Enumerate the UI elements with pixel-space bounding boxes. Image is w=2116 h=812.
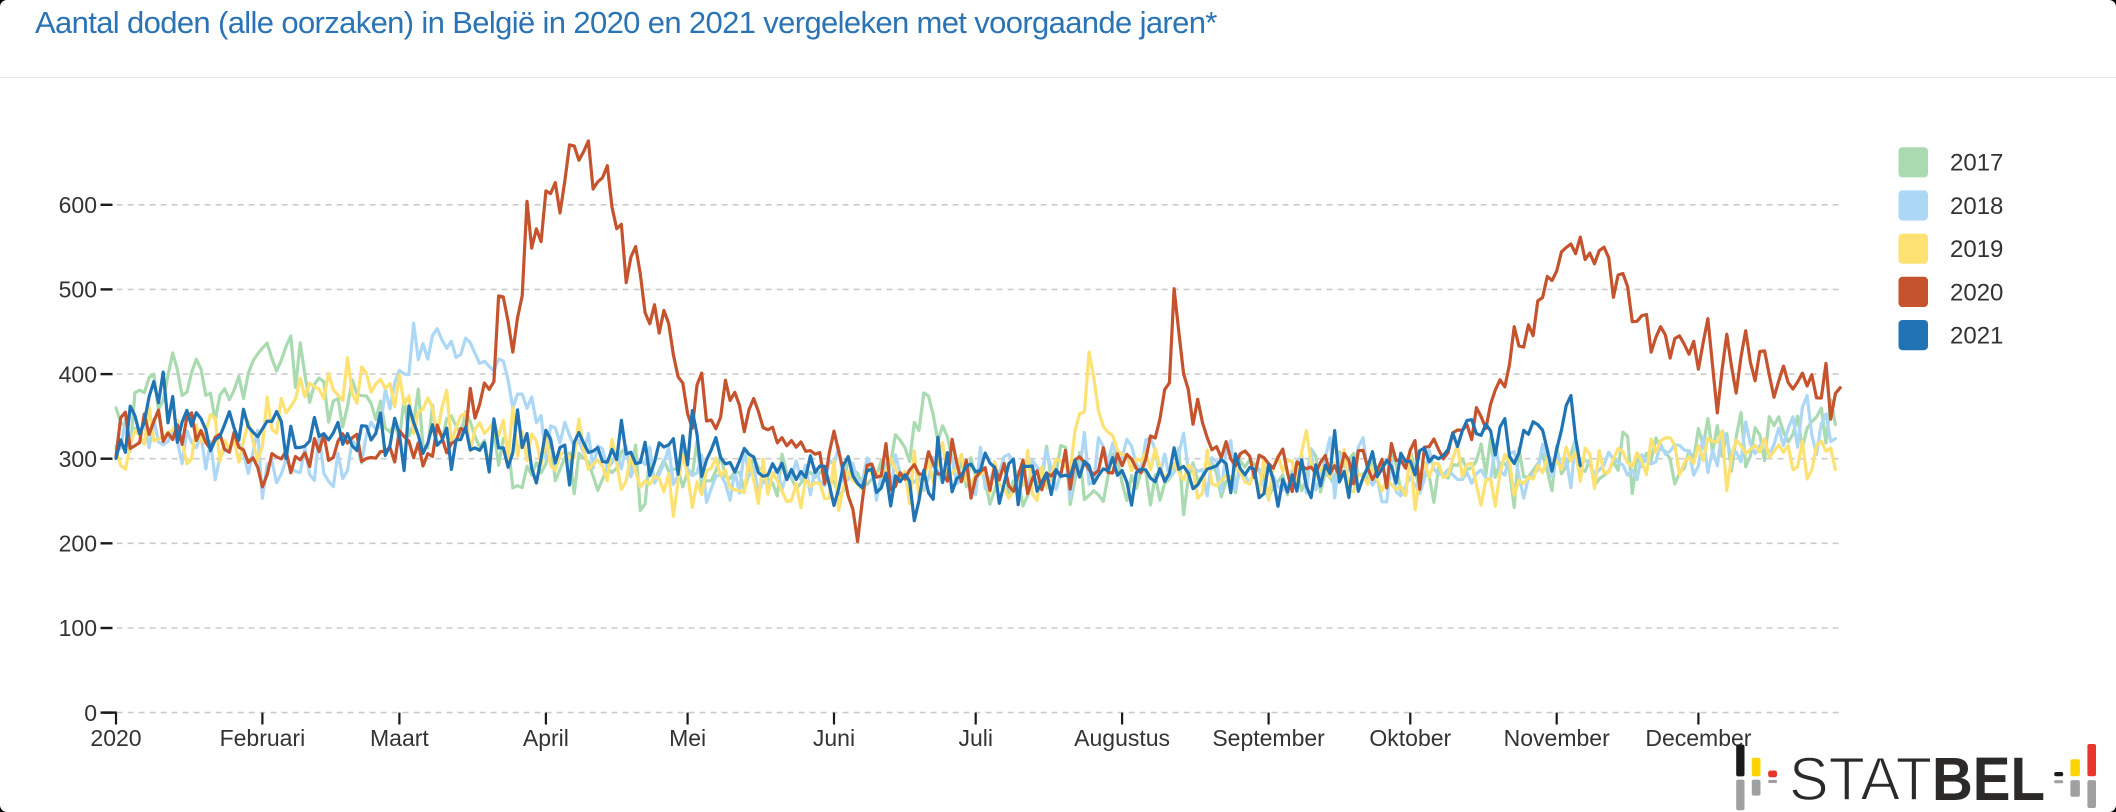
svg-text:Maart: Maart	[370, 725, 429, 751]
svg-text:500: 500	[59, 277, 97, 303]
svg-text:November: November	[1504, 725, 1610, 751]
svg-text:300: 300	[59, 446, 97, 472]
svg-text:100: 100	[59, 615, 97, 641]
svg-text:Mei: Mei	[669, 725, 706, 751]
svg-text:400: 400	[59, 361, 97, 387]
svg-text:0: 0	[84, 700, 97, 726]
svg-text:2018: 2018	[1950, 193, 2003, 220]
svg-text:Juli: Juli	[958, 725, 993, 751]
svg-text:September: September	[1212, 725, 1325, 751]
svg-text:200: 200	[59, 531, 97, 557]
svg-text:Juni: Juni	[813, 725, 855, 751]
svg-text:2020: 2020	[90, 725, 141, 751]
svg-text:Februari: Februari	[220, 725, 306, 751]
svg-text:2021: 2021	[1950, 323, 2003, 350]
svg-text:2020: 2020	[1950, 279, 2003, 306]
svg-text:2019: 2019	[1950, 236, 2003, 263]
svg-text:April: April	[523, 725, 569, 751]
svg-text:STAT: STAT	[1789, 745, 1932, 812]
svg-text:2017: 2017	[1950, 150, 2003, 177]
svg-text:Oktober: Oktober	[1369, 725, 1451, 751]
svg-text:Augustus: Augustus	[1074, 725, 1170, 751]
svg-text:600: 600	[59, 192, 97, 218]
svg-text:BEL: BEL	[1932, 745, 2045, 812]
svg-text:December: December	[1645, 725, 1751, 751]
